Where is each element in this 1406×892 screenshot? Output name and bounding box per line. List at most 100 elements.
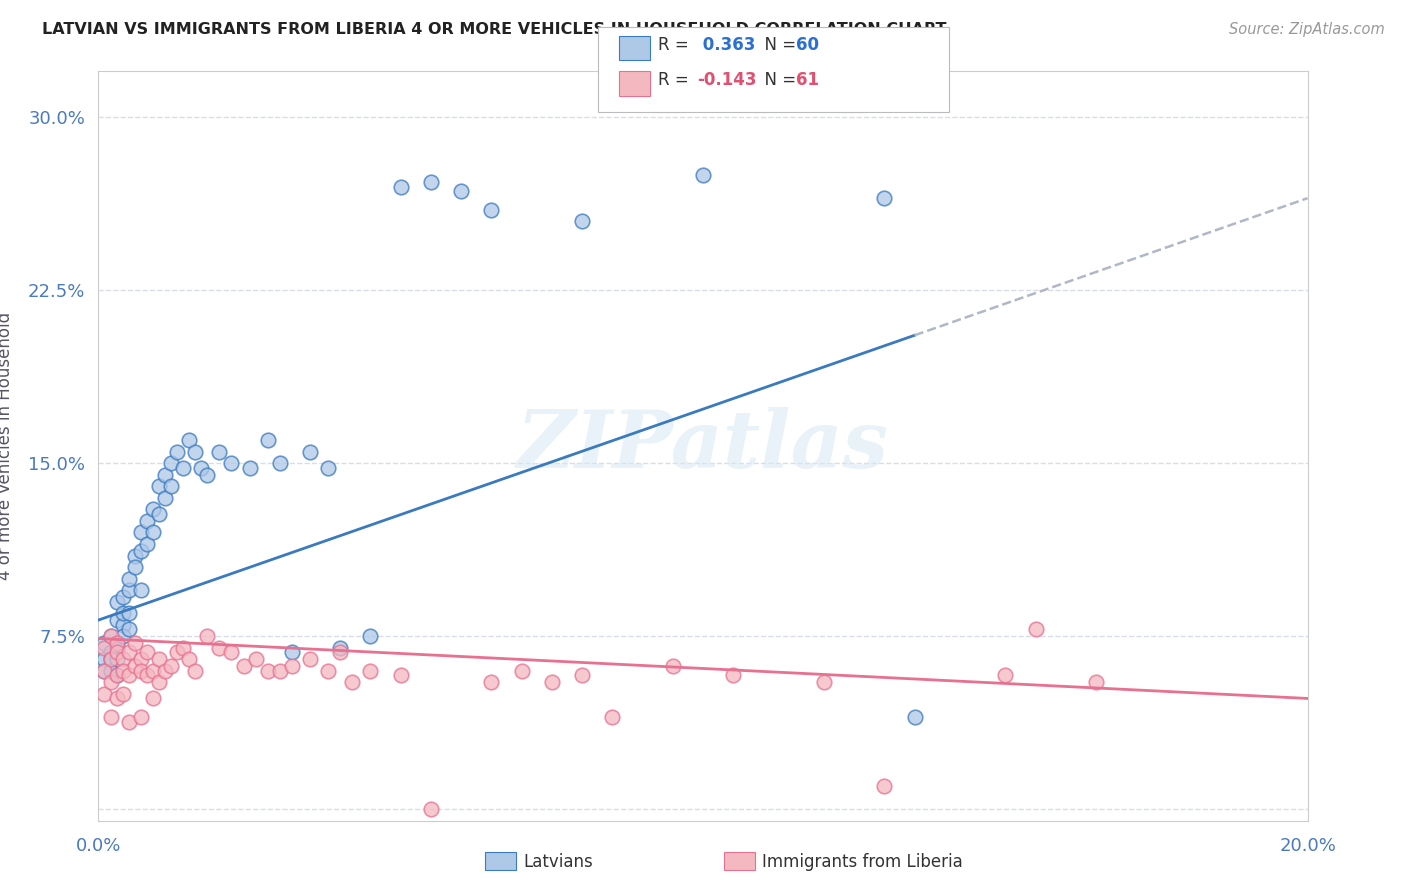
- Point: [813, 675, 835, 690]
- Point: [389, 668, 412, 682]
- Point: [148, 675, 170, 690]
- Y-axis label: 4 or more Vehicles in Household: 4 or more Vehicles in Household: [0, 312, 14, 580]
- Text: 61: 61: [796, 71, 818, 89]
- Point: [111, 606, 134, 620]
- Point: [172, 640, 194, 655]
- Text: Immigrants from Liberia: Immigrants from Liberia: [762, 853, 963, 871]
- Point: [124, 549, 146, 563]
- Text: -0.143: -0.143: [697, 71, 756, 89]
- Point: [232, 659, 254, 673]
- Point: [111, 687, 134, 701]
- Point: [281, 659, 304, 673]
- Point: [1024, 622, 1046, 636]
- Point: [190, 461, 212, 475]
- Point: [723, 668, 745, 682]
- Point: [602, 710, 624, 724]
- Point: [100, 629, 122, 643]
- Point: [93, 664, 115, 678]
- Point: [142, 664, 165, 678]
- Point: [105, 640, 128, 655]
- Point: [510, 664, 533, 678]
- Point: [118, 714, 141, 729]
- Point: [299, 652, 322, 666]
- Point: [420, 802, 443, 816]
- Point: [118, 645, 141, 659]
- Point: [256, 434, 278, 448]
- Point: [389, 179, 412, 194]
- Point: [105, 668, 128, 682]
- Point: [118, 668, 141, 682]
- Point: [105, 636, 128, 650]
- Point: [135, 537, 157, 551]
- Point: [481, 675, 503, 690]
- Point: [100, 710, 122, 724]
- Point: [360, 629, 382, 643]
- Point: [100, 664, 122, 678]
- Point: [179, 434, 201, 448]
- Point: [450, 184, 472, 198]
- Point: [148, 507, 170, 521]
- Point: [105, 645, 128, 659]
- Point: [135, 668, 157, 682]
- Point: [166, 444, 188, 458]
- Point: [873, 191, 896, 205]
- Point: [281, 645, 304, 659]
- Point: [111, 617, 134, 632]
- Point: [221, 645, 243, 659]
- Point: [160, 659, 183, 673]
- Point: [540, 675, 562, 690]
- Point: [105, 613, 128, 627]
- Text: LATVIAN VS IMMIGRANTS FROM LIBERIA 4 OR MORE VEHICLES IN HOUSEHOLD CORRELATION C: LATVIAN VS IMMIGRANTS FROM LIBERIA 4 OR …: [42, 22, 946, 37]
- Point: [111, 590, 134, 604]
- Point: [100, 652, 122, 666]
- Point: [172, 461, 194, 475]
- Point: [360, 664, 382, 678]
- Point: [93, 664, 115, 678]
- Point: [153, 491, 176, 505]
- Text: Source: ZipAtlas.com: Source: ZipAtlas.com: [1229, 22, 1385, 37]
- Point: [208, 444, 231, 458]
- Text: Latvians: Latvians: [523, 853, 593, 871]
- Point: [105, 594, 128, 608]
- Point: [111, 664, 134, 678]
- Point: [239, 461, 262, 475]
- Point: [129, 710, 152, 724]
- Point: [269, 456, 291, 470]
- Point: [153, 664, 176, 678]
- Text: R =: R =: [658, 71, 695, 89]
- Point: [129, 544, 152, 558]
- Point: [105, 691, 128, 706]
- Point: [571, 668, 593, 682]
- Point: [481, 202, 503, 217]
- Point: [153, 467, 176, 482]
- Point: [195, 467, 218, 482]
- Point: [93, 652, 115, 666]
- Point: [329, 640, 352, 655]
- Point: [994, 668, 1017, 682]
- Point: [118, 622, 141, 636]
- Point: [142, 502, 165, 516]
- Point: [1085, 675, 1108, 690]
- Point: [93, 640, 115, 655]
- Point: [129, 525, 152, 540]
- Point: [135, 645, 157, 659]
- Point: [184, 664, 207, 678]
- Point: [100, 652, 122, 666]
- Point: [129, 652, 152, 666]
- Point: [661, 659, 683, 673]
- Point: [904, 710, 927, 724]
- Point: [148, 652, 170, 666]
- Point: [316, 461, 339, 475]
- Point: [93, 687, 115, 701]
- Point: [329, 645, 352, 659]
- Point: [571, 214, 593, 228]
- Point: [160, 479, 183, 493]
- Point: [100, 645, 122, 659]
- Point: [118, 606, 141, 620]
- Point: [100, 629, 122, 643]
- Point: [420, 175, 443, 189]
- Point: [342, 675, 364, 690]
- Point: [105, 668, 128, 682]
- Point: [256, 664, 278, 678]
- Point: [221, 456, 243, 470]
